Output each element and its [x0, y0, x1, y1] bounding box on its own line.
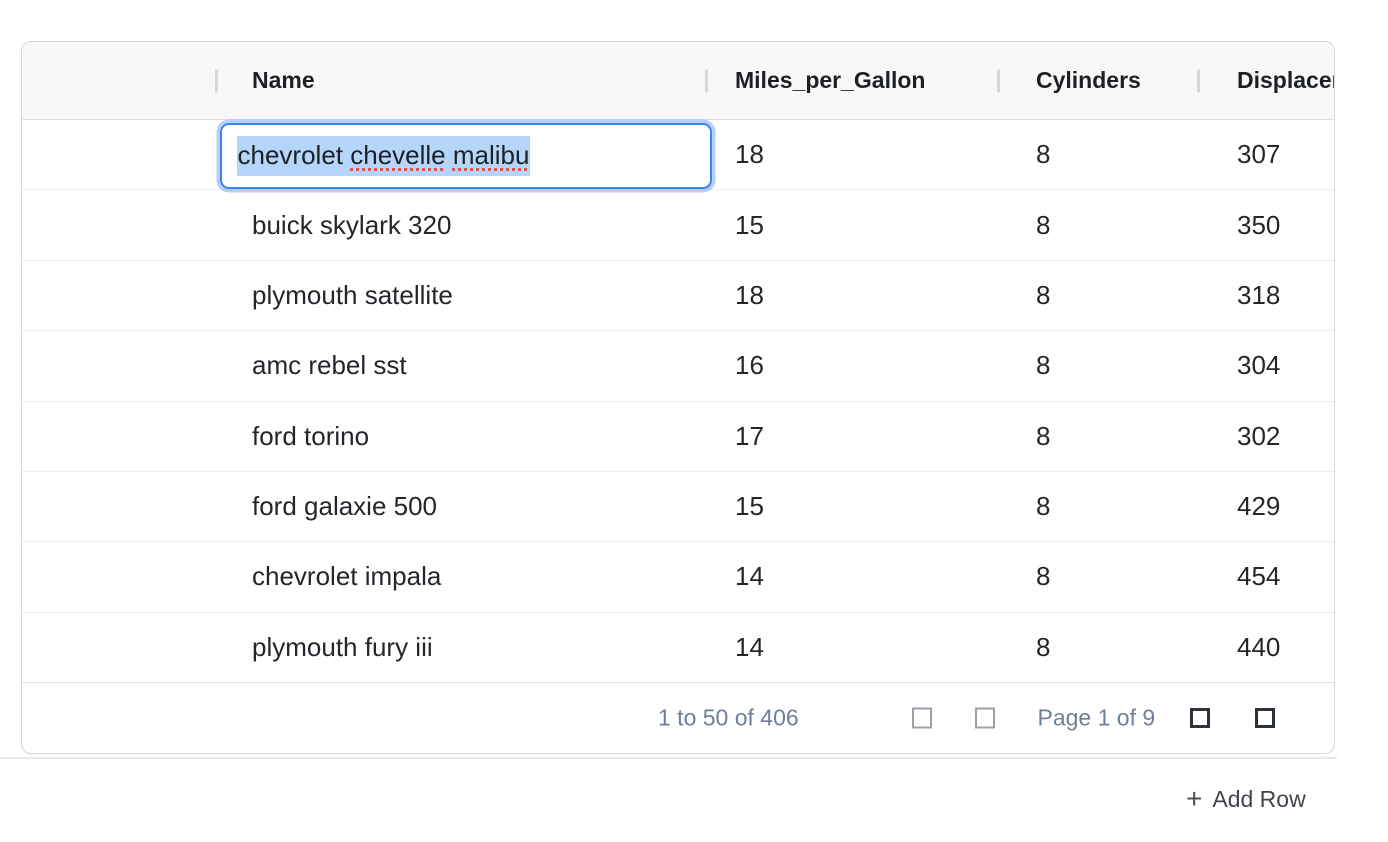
cell-cylinders[interactable]: 8 [1036, 279, 1051, 310]
column-header-miles-per-gallon[interactable]: Miles_per_Gallon [705, 42, 997, 119]
editor-word-misspelled: chevelle [350, 139, 446, 170]
cell-cylinders[interactable]: 8 [1036, 561, 1051, 592]
cell-name[interactable]: plymouth fury iii [252, 631, 433, 662]
cell-displacement[interactable]: 304 [1237, 350, 1281, 381]
cell-spacer [22, 261, 215, 330]
table-row: plymouth fury iii 14 8 440 [22, 613, 1334, 682]
cell-editor-input[interactable]: chevrolet chevelle malibu [219, 122, 712, 189]
cell-displacement[interactable]: 307 [1237, 139, 1281, 170]
cell-spacer [22, 331, 215, 400]
cell-mpg[interactable]: 14 [735, 561, 764, 592]
cell-mpg[interactable]: 17 [735, 420, 764, 451]
column-header-displacement[interactable]: Displacement [1197, 42, 1334, 119]
add-row-label: Add Row [1212, 785, 1306, 812]
cell-displacement[interactable]: 302 [1237, 420, 1281, 451]
cell-mpg[interactable]: 14 [735, 631, 764, 662]
cell-mpg[interactable]: 15 [735, 209, 764, 240]
cell-name[interactable]: chevrolet impala [252, 561, 442, 592]
cell-name[interactable]: buick skylark 320 [252, 209, 452, 240]
editor-word-misspelled: malibu [452, 139, 530, 170]
cell-spacer [22, 190, 215, 259]
cell-cylinders[interactable]: 8 [1036, 420, 1051, 451]
column-header-label: Cylinders [1036, 67, 1141, 93]
previous-page-icon[interactable] [974, 707, 995, 728]
page-divider [0, 757, 1337, 759]
cell-spacer [22, 472, 215, 541]
table-row: ford galaxie 500 15 8 429 [22, 472, 1334, 543]
grid-body: 18 8 307 buick skylark 320 15 8 350 plym… [22, 120, 1334, 682]
cell-displacement[interactable]: 350 [1237, 209, 1281, 240]
cell-spacer [22, 542, 215, 611]
column-header-label: Name [252, 67, 315, 93]
next-page-icon[interactable] [1189, 707, 1210, 728]
cell-name[interactable]: ford torino [252, 420, 370, 451]
table-row: amc rebel sst 16 8 304 [22, 331, 1334, 402]
table-row: plymouth satellite 18 8 318 [22, 261, 1334, 332]
table-row: ford torino 17 8 302 [22, 402, 1334, 472]
cell-cylinders[interactable]: 8 [1036, 209, 1051, 240]
column-header-label: Miles_per_Gallon [735, 67, 926, 93]
pagination-bar: 1 to 50 of 406 Page 1 of 9 [22, 682, 1334, 752]
row-range-summary: 1 to 50 of 406 [658, 704, 799, 730]
cell-cylinders[interactable]: 8 [1036, 491, 1051, 522]
header-row: Name Miles_per_Gallon Cylinders Displace… [22, 42, 1334, 120]
cell-displacement[interactable]: 454 [1237, 561, 1281, 592]
cell-mpg[interactable]: 15 [735, 491, 764, 522]
editor-word: chevrolet [237, 139, 344, 170]
last-page-icon[interactable] [1254, 707, 1275, 728]
cell-name[interactable]: amc rebel sst [252, 350, 407, 381]
selected-text: chevrolet chevelle malibu [236, 135, 531, 176]
cell-cylinders[interactable]: 8 [1036, 350, 1051, 381]
column-header-label: Displacement [1237, 67, 1334, 93]
first-page-icon[interactable] [911, 707, 932, 728]
cell-spacer [22, 120, 215, 189]
cell-spacer [22, 613, 215, 682]
cell-displacement[interactable]: 440 [1237, 631, 1281, 662]
table-row: buick skylark 320 15 8 350 [22, 190, 1334, 261]
cell-cylinders[interactable]: 8 [1036, 139, 1051, 170]
plus-icon: + [1186, 783, 1203, 814]
cell-name[interactable]: plymouth satellite [252, 279, 453, 310]
cell-name[interactable]: ford galaxie 500 [252, 491, 438, 522]
cell-displacement[interactable]: 429 [1237, 491, 1281, 522]
cell-mpg[interactable]: 18 [735, 139, 764, 170]
page-indicator: Page 1 of 9 [1037, 704, 1156, 730]
cell-mpg[interactable]: 18 [735, 279, 764, 310]
column-header-name[interactable]: Name [215, 42, 705, 119]
column-header-cylinders[interactable]: Cylinders [997, 42, 1197, 119]
cell-cylinders[interactable]: 8 [1036, 631, 1051, 662]
cell-mpg[interactable]: 16 [735, 350, 764, 381]
cell-displacement[interactable]: 318 [1237, 279, 1281, 310]
data-grid: Name Miles_per_Gallon Cylinders Displace… [21, 41, 1335, 754]
cell-spacer [22, 402, 215, 471]
table-row: 18 8 307 [22, 120, 1334, 191]
table-row: chevrolet impala 14 8 454 [22, 542, 1334, 613]
column-header-spacer [22, 42, 215, 119]
add-row-button[interactable]: + Add Row [1186, 783, 1306, 815]
